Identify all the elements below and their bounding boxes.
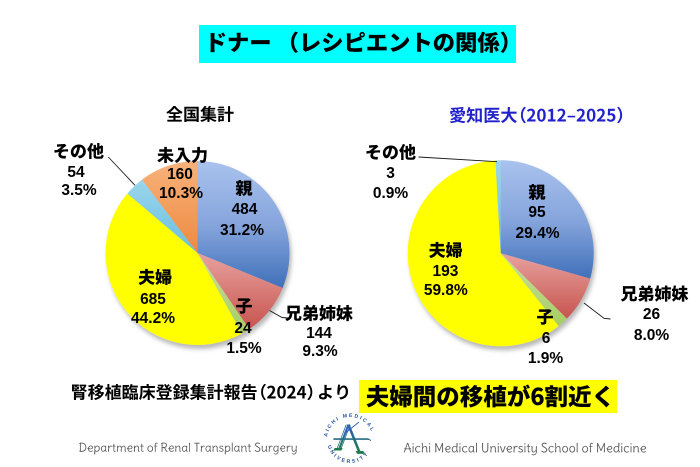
svg-text:UNIVERSITY: UNIVERSITY <box>326 445 371 466</box>
